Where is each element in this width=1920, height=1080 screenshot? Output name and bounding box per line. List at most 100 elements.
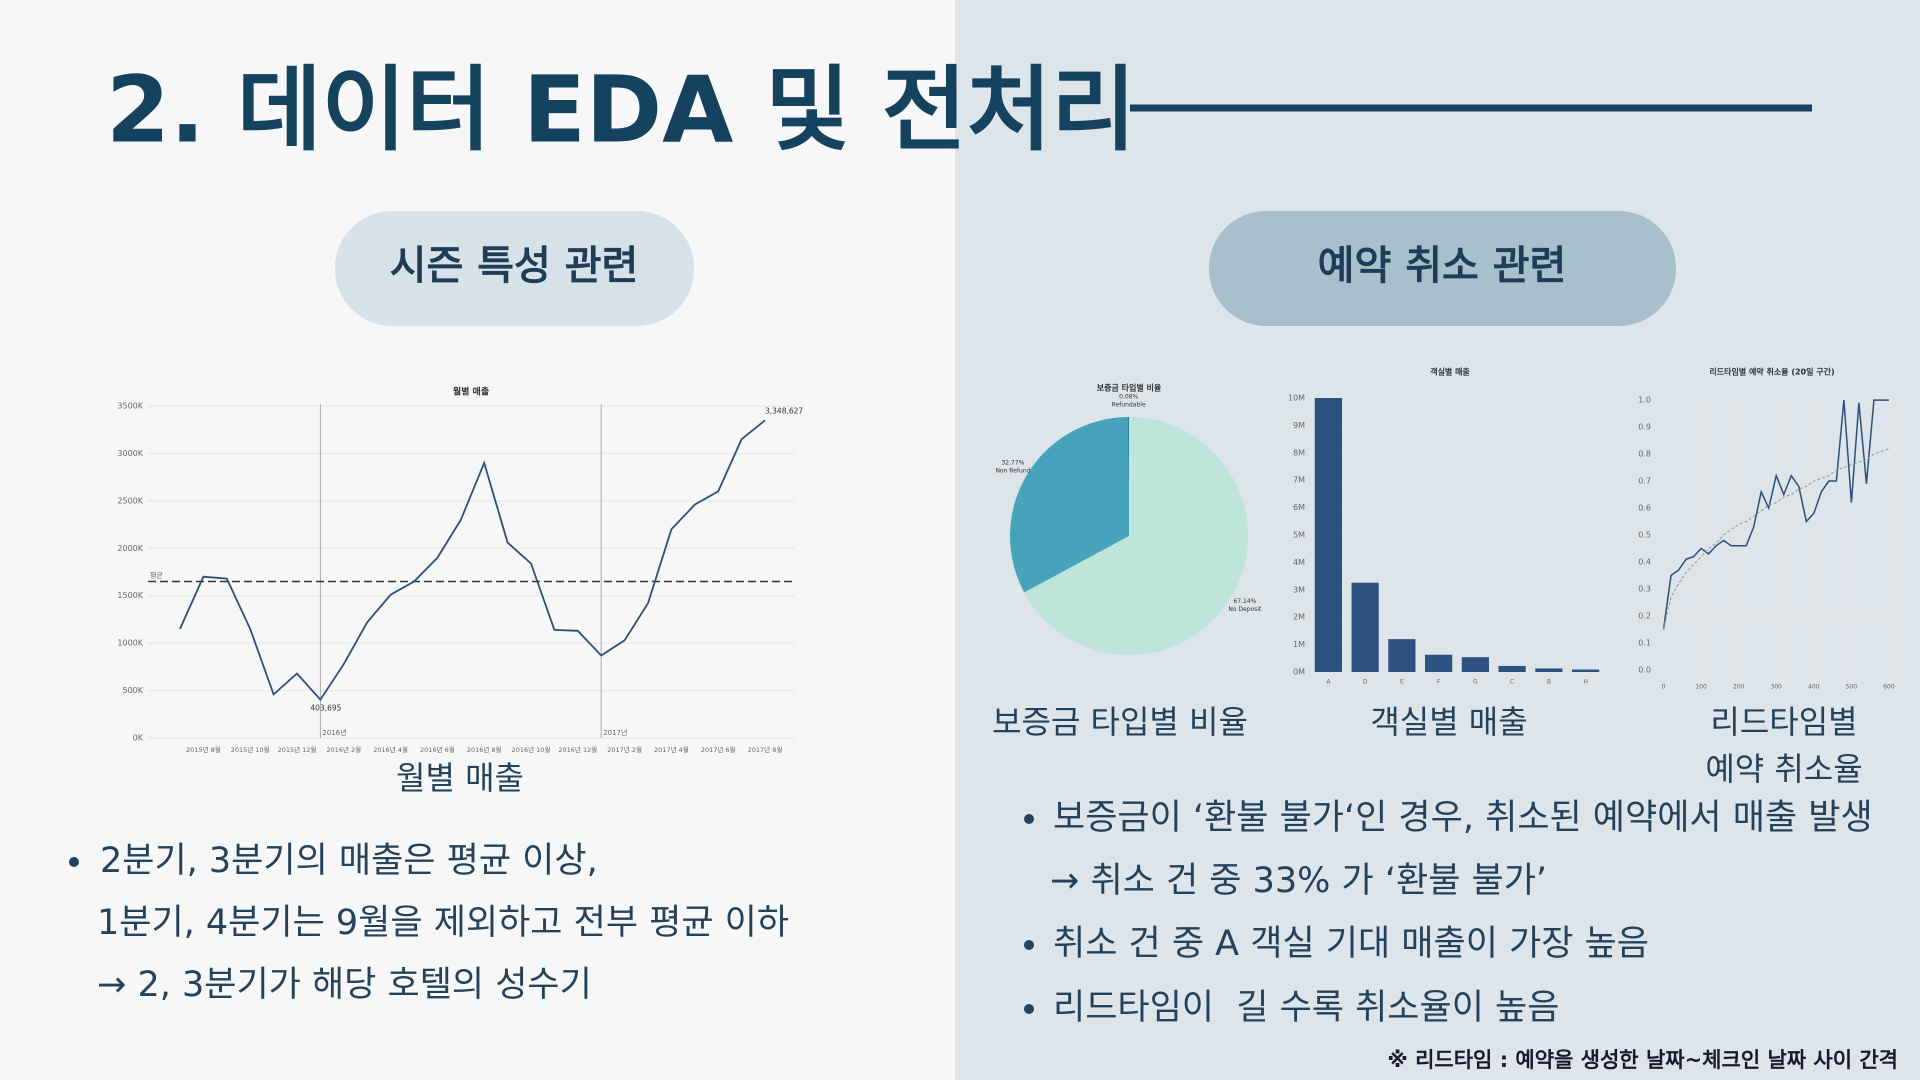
y-tick-label: 0.1	[1638, 638, 1651, 647]
x-tick-label: 2016년 8월	[467, 745, 502, 754]
slice-value: 32.77%	[1001, 460, 1024, 467]
bar	[1572, 669, 1600, 672]
x-tick-label: 500	[1846, 684, 1858, 691]
x-tick-label: H	[1583, 679, 1588, 686]
mean-label: 평균	[150, 570, 163, 579]
section-label: 예약 취소 관련	[1318, 243, 1567, 289]
bullet-dot	[69, 857, 79, 867]
y-tick-label: 3000K	[117, 449, 143, 458]
bullet-text: 취소 건 중 A 객실 기대 매출이 가장 높음	[1053, 924, 1649, 964]
chart-title: 객실별 매출	[1430, 367, 1470, 377]
section-label: 시즌 특성 관련	[390, 243, 639, 289]
bullet-text: 1분기, 4분기는 9월을 제외하고 전부 평균 이하	[97, 903, 789, 943]
y-tick-label: 3M	[1293, 585, 1305, 594]
pie-slice	[1010, 417, 1129, 593]
chart-caption: 리드타임별	[1710, 703, 1857, 741]
x-tick-label: 100	[1695, 684, 1707, 691]
bar	[1351, 582, 1379, 672]
bullet-text: → 취소 건 중 33% 가 ‘환불 불가’	[1050, 861, 1547, 901]
y-tick-label: 6M	[1293, 503, 1305, 512]
chart-title: 월별 매출	[453, 386, 489, 398]
bar	[1425, 654, 1453, 672]
y-tick-label: 500K	[122, 686, 143, 695]
bullet-text: 리드타임이 길 수록 취소율이 높음	[1053, 988, 1559, 1028]
x-tick-label: C	[1510, 679, 1514, 686]
y-tick-label: 3500K	[117, 402, 143, 411]
y-tick-label: 7M	[1293, 476, 1305, 485]
y-tick-label: 0.0	[1638, 665, 1651, 674]
y-tick-label: 0.7	[1638, 477, 1651, 486]
slice-name: Non Refund	[995, 468, 1030, 475]
y-tick-label: 0.6	[1638, 504, 1651, 513]
bullet-dot	[1024, 814, 1034, 824]
chart-caption: 객실별 매출	[1370, 703, 1527, 741]
slide-title: 2. 데이터 EDA 및 전처리	[106, 56, 1136, 163]
marker-label: 2016년	[322, 728, 346, 737]
y-tick-label: 1.0	[1638, 396, 1651, 405]
x-tick-label: 2017년 6월	[701, 745, 736, 754]
y-tick-label: 1500K	[117, 591, 143, 600]
x-tick-label: 0	[1662, 684, 1666, 691]
y-tick-label: 8M	[1293, 448, 1305, 457]
x-tick-label: B	[1547, 679, 1551, 686]
x-tick-label: 400	[1808, 684, 1820, 691]
y-tick-label: 10M	[1288, 394, 1305, 403]
x-tick-label: 2015년 8월	[186, 745, 221, 754]
bar	[1314, 398, 1342, 672]
y-tick-label: 1M	[1293, 640, 1305, 649]
slice-name: No Deposit	[1228, 606, 1262, 613]
y-tick-label: 2000K	[117, 544, 143, 553]
slice-name: Refundable	[1112, 402, 1146, 409]
x-tick-label: 2016년 6월	[420, 745, 455, 754]
chart-title: 보증금 타입별 비율	[1097, 383, 1162, 393]
chart-caption: 월별 매출	[396, 759, 524, 797]
x-tick-label: G	[1473, 679, 1478, 686]
x-tick-label: 300	[1771, 684, 1783, 691]
x-tick-label: 2017년 2월	[607, 745, 642, 754]
data-line	[1662, 399, 1889, 630]
slice-value: 0.08%	[1119, 394, 1138, 401]
slice-value: 67.14%	[1233, 598, 1256, 605]
left-panel	[0, 0, 955, 1080]
x-tick-label: D	[1363, 679, 1368, 686]
x-tick-label: 2016년 10월	[512, 745, 551, 754]
y-tick-label: 2500K	[117, 496, 143, 505]
bar	[1498, 665, 1526, 672]
data-line	[179, 419, 766, 702]
y-tick-label: 0.4	[1638, 557, 1651, 566]
x-tick-label: E	[1400, 679, 1404, 686]
y-tick-label: 0.3	[1638, 584, 1651, 593]
bullet-dot	[1024, 940, 1034, 950]
data-label: 403,695	[310, 704, 341, 713]
pie-slice	[1024, 417, 1248, 656]
chart-caption: 예약 취소율	[1705, 750, 1862, 788]
x-tick-label: F	[1437, 679, 1441, 686]
bullet-text: 2분기, 3분기의 매출은 평균 이상,	[100, 841, 598, 881]
y-tick-label: 0K	[133, 734, 144, 743]
y-tick-label: 4M	[1293, 558, 1305, 567]
y-tick-label: 9M	[1293, 421, 1305, 430]
y-tick-label: 2M	[1293, 613, 1305, 622]
bullet-text: → 2, 3분기가 해당 호텔의 성수기	[97, 965, 592, 1005]
x-tick-label: 2017년 8월	[748, 745, 783, 754]
data-line	[1663, 448, 1890, 630]
y-tick-label: 5M	[1293, 531, 1305, 540]
x-tick-label: 2015년 10월	[231, 745, 270, 754]
section-pill	[1209, 211, 1676, 326]
x-tick-label: 2016년 2월	[326, 745, 361, 754]
chart-title: 리드타임별 예약 취소율 (20일 구간)	[1709, 367, 1834, 377]
chart-caption: 보증금 타입별 비율	[992, 703, 1248, 741]
x-tick-label: 2017년 4월	[654, 745, 689, 754]
data-label: 3,348,627	[765, 406, 803, 415]
x-tick-label: 2016년 4월	[373, 745, 408, 754]
pie-slice	[1128, 417, 1129, 536]
footnote: ※ 리드타임 : 예약을 생성한 날짜~체크인 날짜 사이 간격	[1387, 1048, 1898, 1072]
y-tick-label: 0.2	[1638, 611, 1651, 620]
x-tick-label: 2015년 12월	[278, 745, 317, 754]
bullet-text: 보증금이 ‘환불 불가‘인 경우, 취소된 예약에서 매출 발생	[1053, 798, 1873, 838]
y-tick-label: 0.9	[1638, 423, 1651, 432]
y-tick-label: 0.5	[1638, 531, 1651, 540]
y-tick-label: 1000K	[117, 639, 143, 648]
bar	[1388, 639, 1416, 672]
